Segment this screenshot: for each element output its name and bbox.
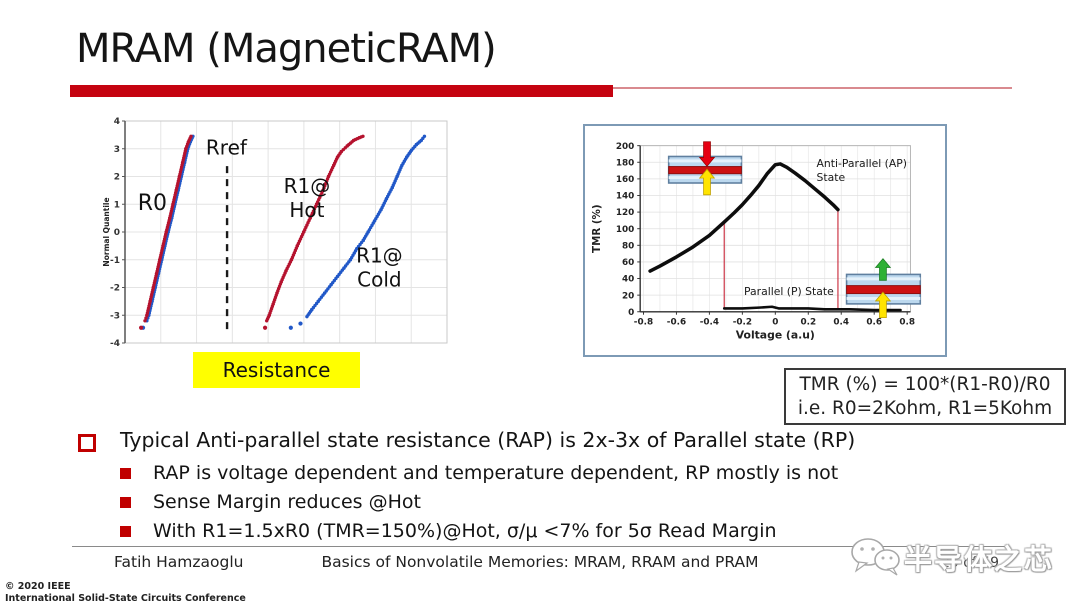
title-underline-rule <box>613 87 1012 89</box>
svg-text:160: 160 <box>616 175 634 185</box>
svg-text:Normal Quantile: Normal Quantile <box>102 197 111 266</box>
svg-text:Hot: Hot <box>289 198 324 222</box>
svg-text:R0: R0 <box>138 191 167 216</box>
svg-text:0.6: 0.6 <box>866 318 882 328</box>
svg-text:0.4: 0.4 <box>833 318 849 328</box>
hollow-square-bullet-icon <box>78 434 96 452</box>
footer-presentation-title: Basics of Nonvolatile Memories: MRAM, RR… <box>321 553 759 571</box>
svg-text:Parallel (P) State: Parallel (P) State <box>744 285 834 298</box>
watermark: 半导体之芯 <box>848 534 1054 582</box>
svg-text:0.2: 0.2 <box>800 318 816 328</box>
svg-text:1: 1 <box>114 200 120 210</box>
svg-text:0: 0 <box>772 318 778 328</box>
copyright-line2: International Solid-State Circuits Confe… <box>5 592 246 604</box>
copyright-line1: © 2020 IEEE <box>5 581 71 592</box>
svg-text:-3: -3 <box>110 311 120 321</box>
svg-text:20: 20 <box>622 291 634 301</box>
svg-text:-1: -1 <box>110 256 120 266</box>
tmr-chart-panel: 0 20 40 60 80 100 120 140 160 180 200 -0.8 -0.6 -0.4 -… <box>583 124 947 357</box>
svg-text:-2: -2 <box>110 284 120 294</box>
main-bullet-text: Typical Anti-parallel state resistance (… <box>120 428 856 452</box>
svg-text:180: 180 <box>616 158 634 168</box>
svg-text:Rref: Rref <box>206 135 248 159</box>
svg-text:-0.6: -0.6 <box>667 318 686 328</box>
sub-bullet: Sense Margin reduces @Hot <box>120 491 1036 513</box>
svg-text:-0.2: -0.2 <box>733 318 752 328</box>
sub-bullet: With R1=1.5xR0 (TMR=150%)@Hot, σ/μ <7% f… <box>120 520 1036 542</box>
svg-text:-4: -4 <box>110 339 120 348</box>
svg-text:State: State <box>817 171 846 184</box>
svg-text:Cold: Cold <box>357 268 401 292</box>
sub-bullet-text: Sense Margin reduces @Hot <box>153 491 421 513</box>
tmr-formula-box: TMR (%) = 100*(R1-R0)/R0 i.e. R0=2Kohm, … <box>784 368 1066 426</box>
svg-text:2: 2 <box>114 173 120 183</box>
sub-bullet-text: RAP is voltage dependent and temperature… <box>153 462 839 484</box>
page-title: MRAM (MagneticRAM) <box>76 26 497 72</box>
svg-text:40: 40 <box>622 275 634 285</box>
filled-square-bullet-icon <box>120 497 131 508</box>
filled-square-bullet-icon <box>120 468 131 479</box>
svg-text:0: 0 <box>628 308 634 318</box>
bullet-list: Typical Anti-parallel state resistance (… <box>76 428 1036 542</box>
page-number: 20 of 59 <box>941 555 1000 571</box>
svg-text:100: 100 <box>616 225 634 235</box>
svg-text:-0.8: -0.8 <box>634 318 653 328</box>
filled-square-bullet-icon <box>120 526 131 537</box>
resistance-axis-label: Resistance <box>193 352 360 388</box>
svg-text:Voltage (a.u): Voltage (a.u) <box>736 328 815 341</box>
main-bullet: Typical Anti-parallel state resistance (… <box>76 428 1036 452</box>
sub-bullet: RAP is voltage dependent and temperature… <box>120 462 1036 484</box>
svg-text:80: 80 <box>622 241 634 251</box>
footer-author: Fatih Hamzaoglu <box>114 553 244 571</box>
watermark-text: 半导体之芯 <box>904 543 1055 576</box>
wechat-icon <box>851 538 900 576</box>
tmr-formula-line2: i.e. R0=2Kohm, R1=5Kohm <box>797 397 1053 419</box>
svg-text:140: 140 <box>616 192 634 202</box>
tmr-voltage-chart: 0 20 40 60 80 100 120 140 160 180 200 -0.8 -0.6 -0.4 -… <box>586 126 944 355</box>
svg-text:-0.4: -0.4 <box>700 318 719 328</box>
footer-divider <box>72 546 1010 547</box>
sub-bullet-text: With R1=1.5xR0 (TMR=150%)@Hot, σ/μ <7% f… <box>153 520 777 542</box>
svg-text:60: 60 <box>622 258 634 268</box>
title-underline-bar <box>70 85 613 97</box>
tmr-formula-line1: TMR (%) = 100*(R1-R0)/R0 <box>799 374 1051 395</box>
svg-text:Anti-Parallel (AP): Anti-Parallel (AP) <box>817 157 907 170</box>
copyright-block: © 2020 IEEE International Solid-State Ci… <box>5 581 246 605</box>
svg-text:3: 3 <box>114 145 120 155</box>
svg-text:0.8: 0.8 <box>899 318 915 328</box>
svg-text:R1@: R1@ <box>356 244 403 268</box>
svg-text:120: 120 <box>616 208 634 218</box>
svg-text:R1@: R1@ <box>284 174 331 198</box>
svg-text:200: 200 <box>616 142 634 152</box>
svg-text:0: 0 <box>114 228 120 238</box>
svg-text:4: 4 <box>114 117 120 127</box>
svg-text:TMR (%): TMR (%) <box>591 204 603 253</box>
